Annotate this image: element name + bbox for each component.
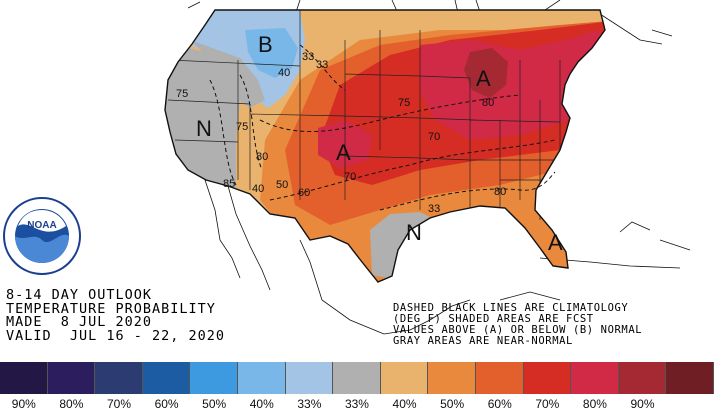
contour-75-c: 75 <box>398 97 410 109</box>
outlook-title-line2: TEMPERATURE PROBABILITY <box>6 300 216 317</box>
contour-50: 50 <box>276 179 288 191</box>
legend-label: 50% <box>440 397 465 411</box>
contour-85: 85 <box>223 178 235 190</box>
legend-swatch <box>523 362 572 394</box>
legend-label: 90% <box>11 397 36 411</box>
note-line1: DASHED BLACK LINES ARE CLIMATOLOGY <box>393 302 629 314</box>
legend-swatch <box>190 362 238 394</box>
legend-swatch <box>0 362 48 394</box>
contour-33-a: 33 <box>302 51 314 63</box>
legend-label: 70% <box>535 397 560 411</box>
us-outline <box>164 9 606 283</box>
outlook-made-date: MADE 8 JUL 2020 <box>6 314 153 330</box>
contour-40: 40 <box>278 67 290 79</box>
contour-75-a: 75 <box>176 88 188 100</box>
legend-label: 60% <box>154 397 179 411</box>
legend-label: 90% <box>630 397 655 411</box>
outlook-title-line1: 8-14 DAY OUTLOOK <box>6 287 153 303</box>
us-temperature-outlook-map: B N N A A A 33 33 40 75 75 75 80 85 40 5… <box>164 0 691 335</box>
legend-swatch <box>95 362 143 394</box>
note-line2: (DEG F) SHADED AREAS ARE FCST <box>393 313 594 325</box>
noaa-logo: NOAA <box>3 197 81 275</box>
legend-label: 70% <box>106 397 131 411</box>
legend-swatch <box>380 362 429 394</box>
legend-label: 80% <box>582 397 607 411</box>
outlook-title-block: 8-14 DAY OUTLOOK TEMPERATURE PROBABILITY M… <box>6 287 226 344</box>
map-labels: B N N A A A 33 33 40 75 75 75 80 85 40 5… <box>176 32 563 255</box>
contour-60: 60 <box>298 187 310 199</box>
legend-label: 40% <box>249 397 274 411</box>
note-line4: GRAY AREAS ARE NEAR-NORMAL <box>393 335 573 347</box>
contour-70-b: 70 <box>428 131 440 143</box>
legend-label: 50% <box>202 397 227 411</box>
above-normal-label-central: A <box>336 140 351 165</box>
contour-80-a: 80 <box>256 151 268 163</box>
climatology-contours <box>209 44 556 211</box>
legend-label <box>666 395 714 413</box>
note-line3: VALUES ABOVE (A) OR BELOW (B) NORMAL <box>393 324 643 336</box>
legend-swatch <box>428 362 476 394</box>
contour-40-south: 40 <box>252 183 264 195</box>
legend-swatch <box>571 362 619 394</box>
below-normal-label: B <box>258 32 273 57</box>
near-normal-label-west: N <box>196 116 212 141</box>
legend-swatch <box>237 362 286 394</box>
legend-swatch <box>618 362 667 394</box>
probability-legend-labels: 90% 80% 70% 60% 50% 40% 33% 33% 40% 50% 60% 70% 80% 9… <box>0 395 714 413</box>
legend-swatch <box>666 362 714 394</box>
contour-80-ne: 80 <box>482 97 494 109</box>
legend-swatch <box>475 362 524 394</box>
forecast-shading <box>165 10 605 282</box>
legend-label: 80% <box>59 397 84 411</box>
contour-70-a: 70 <box>344 171 356 183</box>
above-normal-label-ne: A <box>476 66 491 91</box>
legend-label: 33% <box>344 397 369 411</box>
legend-swatch <box>142 362 191 394</box>
contour-33-south: 33 <box>428 203 440 215</box>
legend-swatch <box>47 362 96 394</box>
probability-legend-bar <box>0 362 714 394</box>
legend-swatch <box>333 362 381 394</box>
state-borders <box>167 10 561 220</box>
outlook-valid-range: VALID JUL 16 - 22, 2020 <box>6 327 226 344</box>
above-normal-label-se: A <box>548 230 563 255</box>
legend-swatch <box>285 362 334 394</box>
map-notes: DASHED BLACK LINES ARE CLIMATOLOGY (DEG F… <box>393 303 642 347</box>
contour-75-b: 75 <box>236 121 248 133</box>
legend-label: 60% <box>487 397 512 411</box>
legend-label: 33% <box>297 397 322 411</box>
legend-label: 40% <box>392 397 417 411</box>
noaa-logo-text: NOAA <box>27 220 56 231</box>
contour-33-b: 33 <box>316 59 328 71</box>
contour-80-se: 80 <box>494 186 506 198</box>
near-normal-label-south: N <box>406 220 422 245</box>
